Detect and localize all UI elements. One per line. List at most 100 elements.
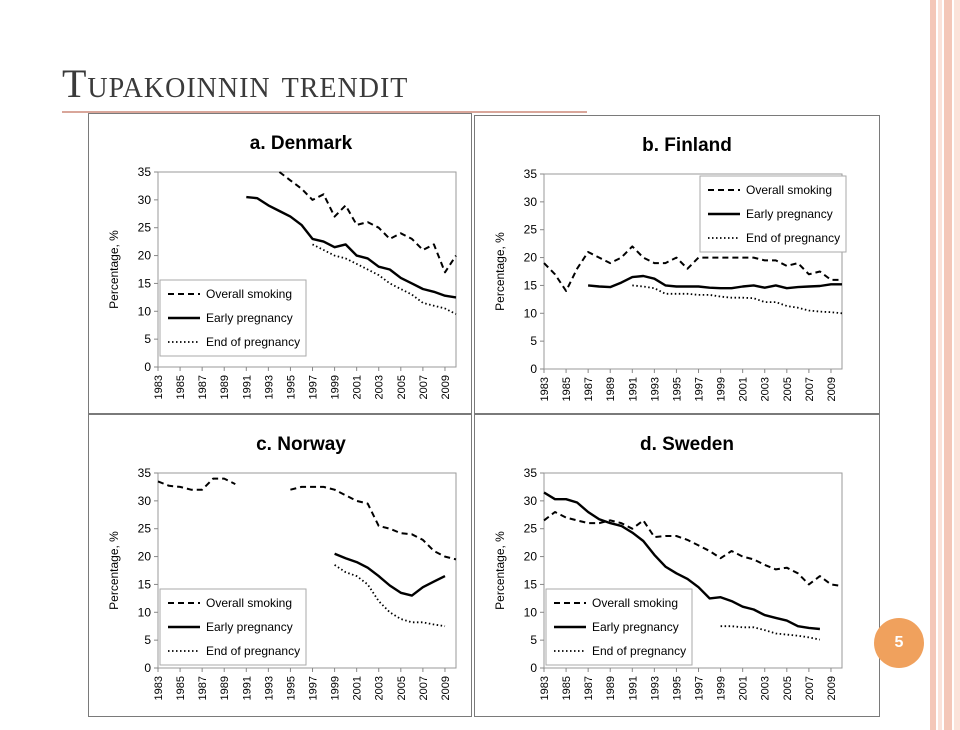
x-tick-label: 1987 xyxy=(197,676,209,700)
x-tick-label: 2009 xyxy=(826,676,838,700)
y-tick-label: 0 xyxy=(530,362,537,376)
chart-legend: Overall smoking Early pregnancy End of pre… xyxy=(699,175,847,253)
x-tick-label: 2003 xyxy=(760,377,772,401)
decor-stripe-1 xyxy=(930,0,936,730)
x-tick-label: 1983 xyxy=(539,377,551,401)
chart-panel-2: b. Finland 0 5 10 15 20 25 30 35 1983 1985 1987 1989… xyxy=(474,115,880,414)
x-tick-label: 2007 xyxy=(804,676,816,700)
slide-title: Tupakoinnin trendit xyxy=(62,61,409,106)
legend-entry: Overall smoking xyxy=(746,183,832,197)
chart-legend: Overall smoking Early pregnancy End of pre… xyxy=(159,279,307,357)
x-tick-label: 2001 xyxy=(738,377,750,401)
legend-entry: End of pregnancy xyxy=(206,335,300,349)
x-tick-label: 1989 xyxy=(605,377,617,401)
chart-legend: Overall smoking Early pregnancy End of pre… xyxy=(545,588,693,666)
y-tick-label: 30 xyxy=(138,494,152,508)
x-tick-label: 1997 xyxy=(694,676,706,700)
x-tick-label: 2007 xyxy=(418,375,430,399)
page-number-badge: 5 xyxy=(874,618,924,668)
y-tick-label: 25 xyxy=(524,223,538,237)
y-tick-label: 35 xyxy=(138,165,152,179)
series-line-dashed xyxy=(278,171,457,274)
y-axis-label: Percentage, % xyxy=(493,531,507,610)
series-line-dotted xyxy=(720,625,821,641)
x-tick-label: 2005 xyxy=(396,676,408,700)
series-line-solid xyxy=(587,274,842,290)
y-tick-label: 15 xyxy=(138,276,152,290)
y-tick-label: 35 xyxy=(138,466,152,480)
plot-area xyxy=(157,472,457,669)
x-tick-label: 1997 xyxy=(308,676,320,700)
x-tick-label: 2003 xyxy=(760,676,772,700)
y-axis-label: Percentage, % xyxy=(107,230,121,309)
x-tick-label: 1993 xyxy=(263,375,275,399)
x-tick-label: 1989 xyxy=(219,676,231,700)
x-tick-label: 2009 xyxy=(440,676,452,700)
x-tick-label: 1995 xyxy=(285,375,297,399)
series-line-solid xyxy=(246,195,457,299)
x-tick-label: 1999 xyxy=(330,676,342,700)
x-tick-label: 1993 xyxy=(649,377,661,401)
y-tick-label: 30 xyxy=(138,193,152,207)
chart-title: b. Finland xyxy=(642,135,732,156)
y-tick-label: 10 xyxy=(524,306,538,320)
x-tick-label: 2009 xyxy=(440,375,452,399)
x-tick-label: 1985 xyxy=(561,676,573,700)
chart-title: c. Norway xyxy=(256,434,346,455)
legend-entry: Early pregnancy xyxy=(746,207,833,221)
x-tick-label: 1997 xyxy=(308,375,320,399)
legend-entry: End of pregnancy xyxy=(206,644,300,658)
chart-figure: a. Denmark 0 5 10 15 20 25 30 35 1983 1985 1987 1989… xyxy=(88,113,882,717)
y-tick-label: 30 xyxy=(524,195,538,209)
x-tick-label: 1995 xyxy=(285,676,297,700)
series-line-dashed xyxy=(543,245,842,292)
x-tick-label: 2005 xyxy=(396,375,408,399)
legend-entry: End of pregnancy xyxy=(592,644,686,658)
y-tick-label: 0 xyxy=(144,661,151,675)
x-tick-label: 2001 xyxy=(352,375,364,399)
y-tick-label: 20 xyxy=(524,550,538,564)
y-tick-label: 20 xyxy=(138,249,152,263)
legend-entry: Overall smoking xyxy=(592,596,678,610)
y-tick-label: 25 xyxy=(138,221,152,235)
series-line-dashed xyxy=(290,485,457,561)
series-line-solid xyxy=(543,491,821,631)
x-tick-label: 1983 xyxy=(153,375,165,399)
y-tick-label: 20 xyxy=(138,550,152,564)
y-tick-label: 5 xyxy=(530,334,537,348)
y-axis-label: Percentage, % xyxy=(107,531,121,610)
legend-entry: Overall smoking xyxy=(206,287,292,301)
chart-frame xyxy=(474,115,880,414)
x-tick-label: 2007 xyxy=(418,676,430,700)
plot-area xyxy=(543,173,843,370)
series-line-dotted xyxy=(334,564,446,628)
chart-frame xyxy=(474,414,880,717)
x-tick-label: 1993 xyxy=(649,676,661,700)
x-tick-label: 1995 xyxy=(671,676,683,700)
x-tick-label: 1991 xyxy=(241,375,253,399)
chart-title: d. Sweden xyxy=(640,434,734,455)
x-tick-label: 1997 xyxy=(694,377,706,401)
legend-entry: Early pregnancy xyxy=(592,620,679,634)
decor-stripe-2 xyxy=(938,0,942,730)
y-tick-label: 0 xyxy=(530,661,537,675)
y-tick-label: 5 xyxy=(530,633,537,647)
y-tick-label: 20 xyxy=(524,251,538,265)
legend-entry: Overall smoking xyxy=(206,596,292,610)
x-tick-label: 1985 xyxy=(561,377,573,401)
chart-grid: a. Denmark 0 5 10 15 20 25 30 35 1983 1985 1987 1989… xyxy=(88,113,880,717)
y-axis-label: Percentage, % xyxy=(493,232,507,311)
series-line-dotted xyxy=(312,243,457,315)
x-tick-label: 1991 xyxy=(627,676,639,700)
x-tick-label: 1993 xyxy=(263,676,275,700)
x-tick-label: 1987 xyxy=(583,676,595,700)
chart-panel-1: a. Denmark 0 5 10 15 20 25 30 35 1983 1985 1987 1989… xyxy=(88,113,472,414)
y-tick-label: 25 xyxy=(524,522,538,536)
y-tick-label: 10 xyxy=(138,304,152,318)
x-tick-label: 1999 xyxy=(716,377,728,401)
x-tick-label: 1991 xyxy=(241,676,253,700)
x-tick-label: 2009 xyxy=(826,377,838,401)
x-tick-label: 1995 xyxy=(671,377,683,401)
chart-panel-4: d. Sweden 0 5 10 15 20 25 30 35 1983 1985 1987 1989 1… xyxy=(474,414,880,717)
x-tick-label: 1999 xyxy=(716,676,728,700)
